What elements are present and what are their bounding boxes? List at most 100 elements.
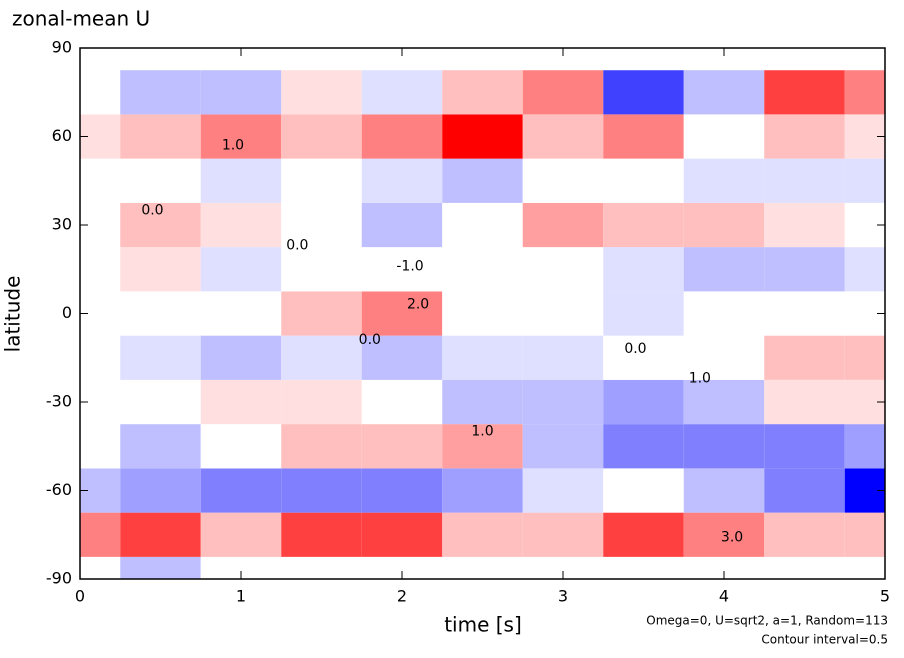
cell	[281, 424, 362, 469]
cell	[764, 556, 845, 579]
cell	[764, 424, 845, 469]
y-tick-label: 0	[62, 303, 72, 322]
cell	[442, 247, 523, 292]
cell	[522, 379, 604, 425]
contour-label: 2.0	[407, 297, 429, 313]
cell	[120, 424, 201, 469]
contour-label: 1.0	[471, 424, 493, 440]
cell	[120, 158, 201, 203]
cell	[361, 158, 443, 203]
note: Contour interval=0.5	[761, 633, 888, 647]
cell	[764, 202, 845, 248]
contour-label: 1.0	[222, 137, 244, 153]
note: Omega=0, U=sqrt2, a=1, Random=113	[646, 614, 888, 628]
cell	[764, 379, 845, 425]
cell	[764, 70, 845, 115]
cell	[683, 556, 765, 579]
cell	[683, 424, 765, 469]
y-tick-label: 30	[52, 215, 72, 234]
cell	[361, 247, 443, 292]
cell	[844, 468, 885, 513]
cell	[442, 424, 523, 469]
cell	[522, 556, 604, 579]
cell	[442, 202, 523, 248]
cell	[200, 379, 282, 425]
cell	[683, 468, 765, 513]
contour-label: 1.0	[689, 370, 711, 386]
cell	[361, 379, 443, 425]
cell	[764, 468, 845, 513]
contour-label: 3.0	[721, 530, 743, 546]
cell	[522, 158, 604, 203]
cell	[80, 556, 121, 579]
y-tick-label: -90	[46, 569, 72, 588]
cell	[442, 379, 523, 425]
chart-title: zonal-mean U	[12, 7, 150, 31]
cell	[764, 512, 845, 557]
cell	[683, 114, 765, 159]
cell	[522, 48, 604, 71]
cell	[361, 114, 443, 159]
cell	[200, 114, 282, 159]
cell	[361, 48, 443, 71]
plot-area: 1.0 0.0 0.0 -1.0 2.0 0.0 1.0 1.0 0.0 3.0	[80, 48, 885, 579]
cell	[442, 70, 523, 115]
cell	[522, 335, 604, 380]
y-tick-label: 90	[52, 38, 72, 57]
cell	[442, 158, 523, 203]
cell	[80, 424, 121, 469]
x-axis-label: time [s]	[444, 613, 522, 637]
cell	[120, 468, 201, 513]
cell	[522, 114, 604, 159]
cell	[603, 114, 684, 159]
contour-label: 0.0	[624, 341, 646, 357]
cell	[361, 424, 443, 469]
cell	[120, 335, 201, 380]
cell	[200, 512, 282, 557]
cell	[603, 512, 684, 557]
cell	[200, 468, 282, 513]
cell	[361, 512, 443, 557]
cell	[442, 335, 523, 380]
cell	[844, 424, 885, 469]
cell	[200, 335, 282, 380]
cell	[361, 291, 443, 336]
cell	[281, 247, 362, 292]
cell	[200, 556, 282, 579]
cell	[442, 48, 523, 71]
cell	[683, 48, 765, 71]
cell	[522, 291, 604, 336]
cell	[361, 70, 443, 115]
cell	[200, 291, 282, 336]
cell	[844, 556, 885, 579]
cell	[361, 468, 443, 513]
x-tick-label: 3	[558, 587, 568, 606]
cell	[281, 335, 362, 380]
cell	[764, 291, 845, 336]
cell	[522, 202, 604, 248]
cell	[200, 247, 282, 292]
cell	[603, 468, 684, 513]
cell	[603, 202, 684, 248]
cell	[683, 291, 765, 336]
cell	[683, 247, 765, 292]
cell	[80, 512, 121, 557]
cell	[120, 291, 201, 336]
cell	[603, 335, 684, 380]
cell	[120, 247, 201, 292]
cell	[844, 247, 885, 292]
contour-label: 0.0	[359, 332, 381, 348]
cell	[120, 114, 201, 159]
cell	[764, 114, 845, 159]
cell	[522, 424, 604, 469]
cell	[683, 512, 765, 557]
cell	[683, 335, 765, 380]
cell	[361, 202, 443, 248]
cell	[80, 158, 121, 203]
cell	[281, 70, 362, 115]
contour-label: -1.0	[396, 258, 423, 274]
cell	[442, 114, 523, 159]
cell	[442, 468, 523, 513]
cell	[200, 424, 282, 469]
cell	[281, 512, 362, 557]
